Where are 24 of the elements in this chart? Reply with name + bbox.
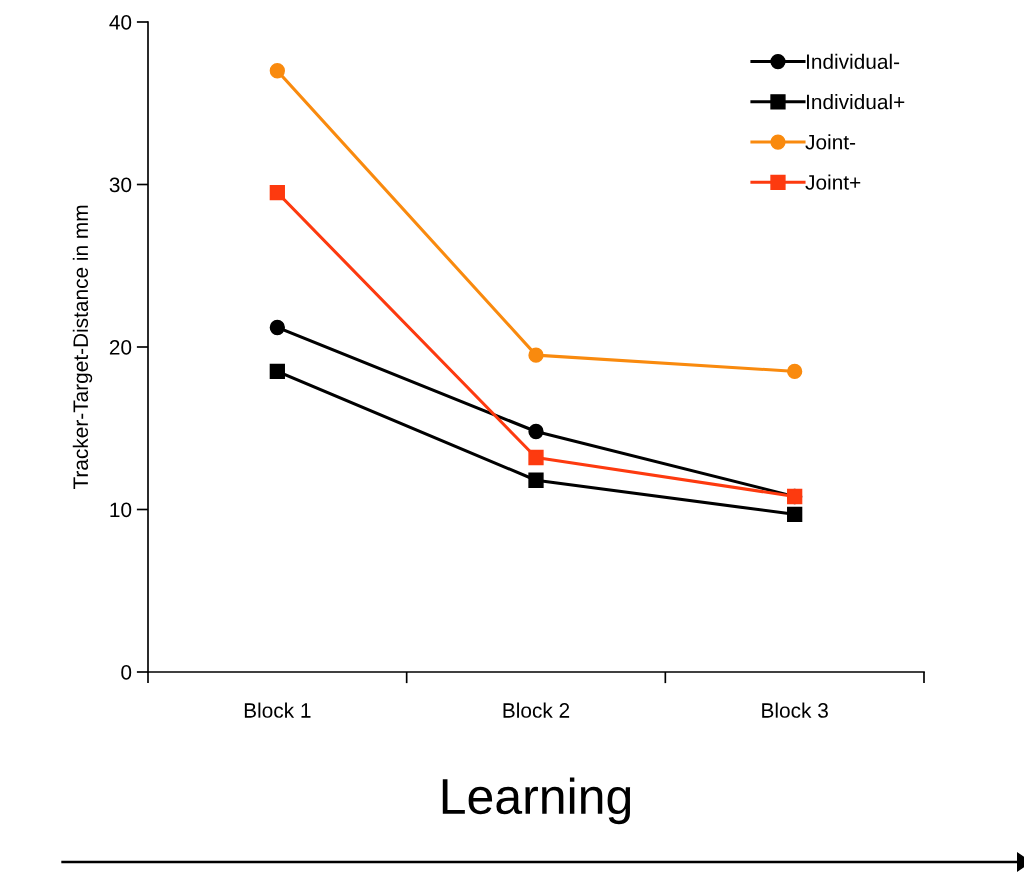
point	[528, 472, 544, 488]
point	[528, 423, 544, 440]
point	[528, 347, 544, 363]
legend-label: Joint+	[805, 174, 861, 190]
y-tick-label: 0	[121, 665, 132, 680]
legend-label: Individual+	[806, 94, 905, 110]
x-axis-title: Learning	[442, 777, 631, 825]
y-axis-title: Tracker-Target-Distance in mm	[72, 205, 93, 490]
x-tick-label: Block 3	[762, 702, 828, 718]
x-tick-label: Block 1	[244, 702, 311, 718]
y-tick-label: 20	[109, 340, 132, 355]
point	[269, 63, 285, 79]
point	[269, 363, 285, 380]
legend-label: Individual-	[806, 53, 900, 70]
point	[528, 449, 544, 466]
point	[269, 184, 285, 201]
point	[787, 363, 803, 380]
y-tick-label: 10	[110, 502, 132, 518]
legend-label: Joint-	[805, 134, 856, 150]
point	[787, 506, 803, 523]
x-tick-label: Block 2	[503, 702, 570, 718]
point	[269, 319, 285, 336]
y-tick-label: 40	[109, 15, 132, 30]
y-tick-label: 30	[109, 177, 132, 193]
